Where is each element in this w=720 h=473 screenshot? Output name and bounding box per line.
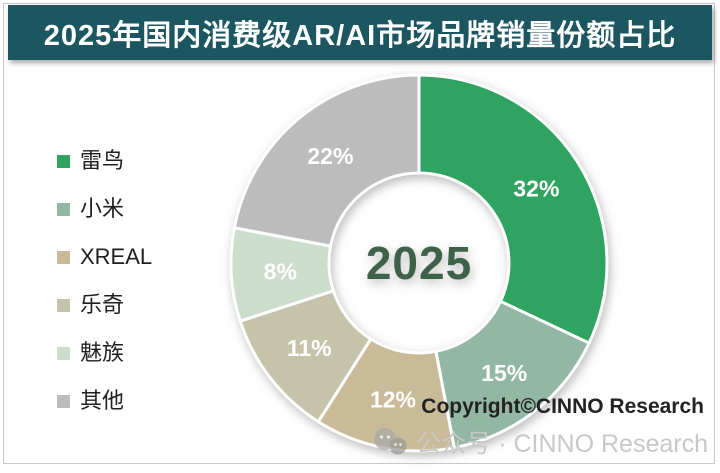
legend-label: 魅族 [80,340,125,365]
slice-percentage-label: 22% [307,143,353,169]
legend-label: 小米 [80,196,125,221]
legend-swatch-icon [57,154,70,168]
legend-swatch-icon [57,250,70,264]
donut-slice-0 [417,73,609,345]
legend-label: XREAL [80,244,153,269]
slice-percentage-label: 12% [370,387,416,413]
donut-slice-5 [232,73,421,248]
donut-slices [229,73,609,453]
slice-percentage-label: 32% [513,176,559,202]
slice-percentage-label: 8% [264,259,297,285]
donut-slice-1 [434,299,591,450]
donut-center-label: 2025 [366,237,472,289]
watermark-text: 公众号 · CINNO Research [416,430,708,458]
slice-percentage-label: 15% [481,360,527,386]
legend-swatch-icon [57,346,70,360]
legend-swatch-icon [57,394,70,408]
wechat-icon [374,428,407,455]
legend-item-2: XREAL [57,246,152,268]
slice-percentage-label: 11% [287,335,332,361]
legend-item-3: 乐奇 [57,294,152,316]
legend-item-4: 魅族 [57,342,152,364]
donut-chart: 32% 15% 12% 11% 8% 22% 2025 [229,73,609,453]
legend-label: 其他 [80,388,125,413]
copyright-text: Copyright©CINNO Research [421,395,704,418]
legend-item-1: 小米 [57,198,152,220]
legend-label: 雷鸟 [80,148,125,173]
legend-swatch-icon [57,298,70,312]
legend-item-0: 雷鸟 [57,150,152,172]
legend-label: 乐奇 [80,292,125,317]
donut-labels: 32% 15% 12% 11% 8% 22% [264,143,560,413]
legend-swatch-icon [57,202,70,216]
title-bar: 2025年国内消费级AR/AI市场品牌销量份额占比 [8,5,712,60]
legend: 雷鸟小米 XREAL 乐奇魅族其他 [57,150,152,438]
legend-item-5: 其他 [57,390,152,412]
page-title: 2025年国内消费级AR/AI市场品牌销量份额占比 [43,19,677,52]
watermark: 公众号 · CINNO Research [372,424,708,460]
